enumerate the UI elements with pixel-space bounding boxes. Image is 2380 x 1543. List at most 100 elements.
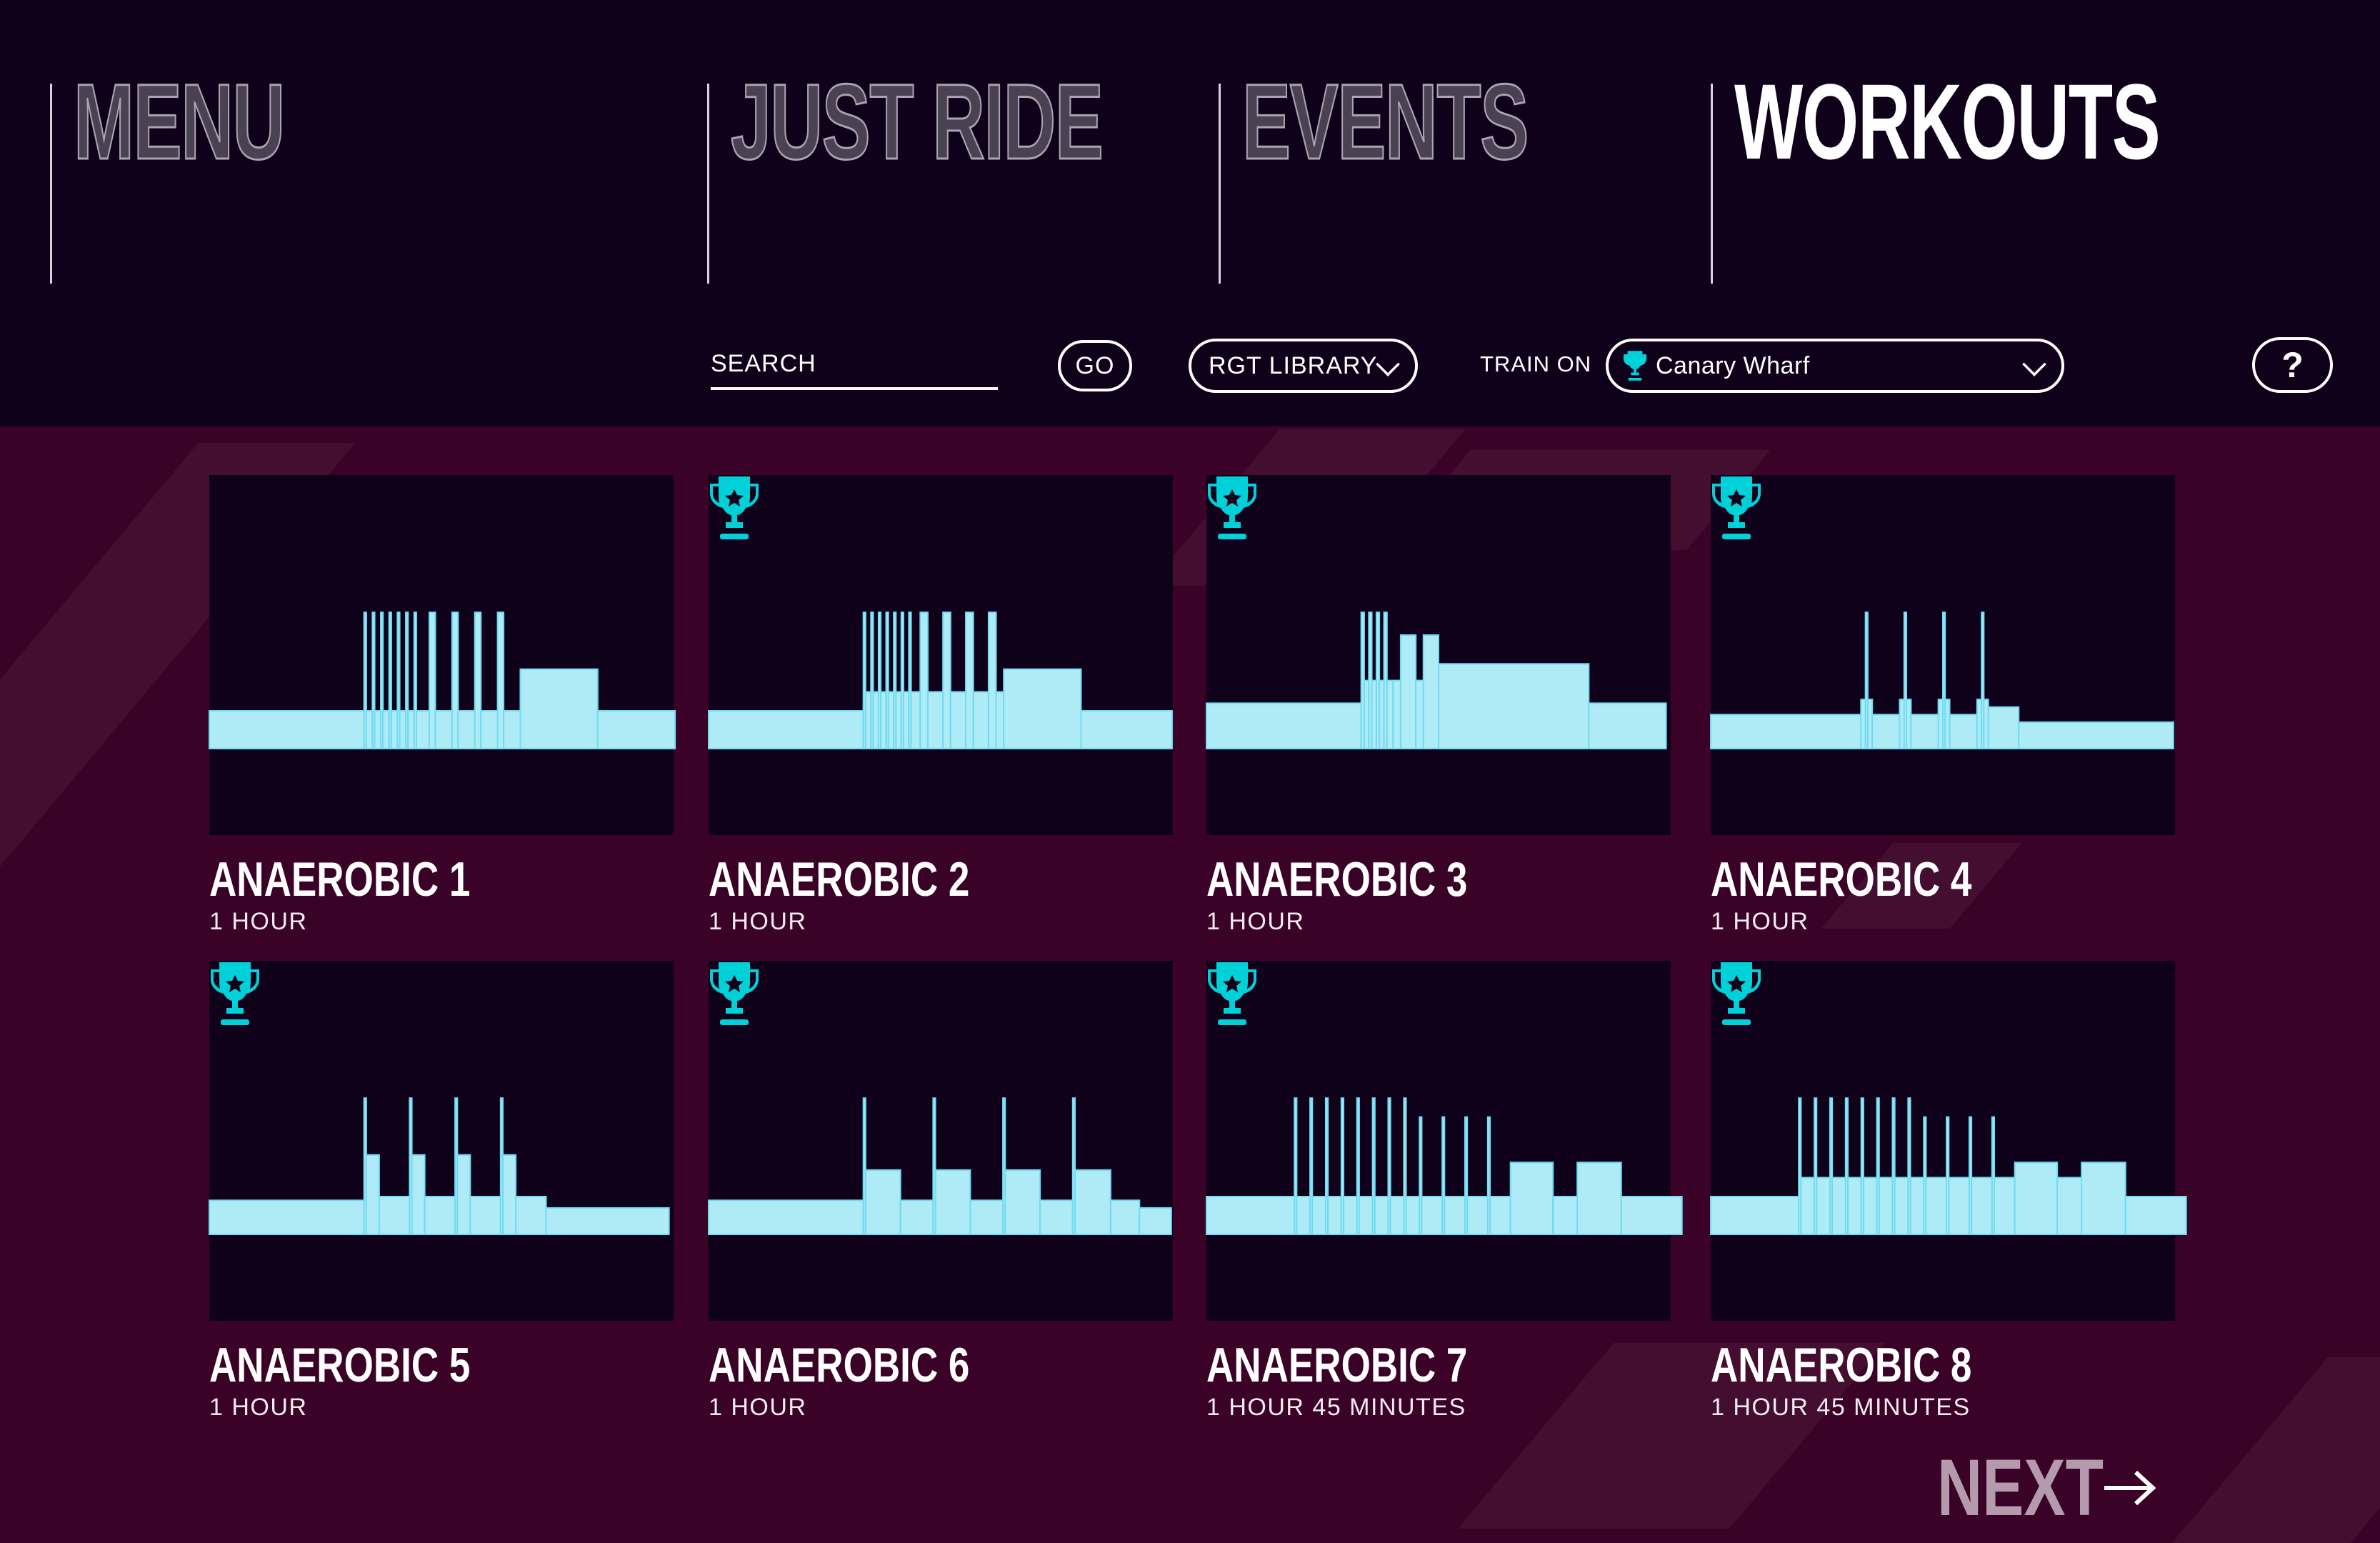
- profile-segment: [887, 691, 895, 749]
- profile-segment: [1871, 714, 1901, 749]
- profile-segment: [365, 1154, 380, 1236]
- search-placeholder: SEARCH: [711, 350, 816, 377]
- profile-segment: [209, 710, 365, 749]
- workout-duration: 1 HOUR: [709, 1394, 807, 1421]
- profile-segment: [388, 611, 392, 749]
- workout-duration: 1 HOUR: [709, 908, 807, 935]
- go-label: GO: [1075, 351, 1115, 379]
- profile-segment: [1814, 1097, 1818, 1235]
- profile-segment: [1909, 1177, 1925, 1235]
- profile-segment: [1862, 1177, 1878, 1235]
- profile-segment: [1296, 1196, 1311, 1235]
- profile-segment: [399, 710, 407, 749]
- trophy-icon: [1208, 476, 1256, 539]
- workout-title: ANAEROBIC 7: [1206, 1338, 1468, 1392]
- search-input[interactable]: SEARCH: [711, 350, 998, 390]
- workout-profile-thumbnail[interactable]: [1710, 961, 2187, 1321]
- workout-profile-thumbnail[interactable]: [708, 961, 1173, 1321]
- profile-segment: [1949, 714, 1978, 749]
- profile-segment: [378, 1196, 411, 1235]
- background-stripe: [2171, 1357, 2380, 1543]
- profile-segment: [1925, 1177, 1948, 1235]
- profile-segment: [1403, 1097, 1407, 1235]
- workout-profile-thumbnail[interactable]: [209, 961, 674, 1321]
- nav-workouts[interactable]: WORKOUTS: [1711, 68, 2161, 284]
- profile-segment: [396, 611, 401, 749]
- profile-segment: [374, 710, 382, 749]
- profile-segment: [2018, 721, 2174, 749]
- train-on-label: TRAIN ON: [1480, 351, 1592, 376]
- profile-segment: [596, 710, 676, 749]
- workout-profile-thumbnail[interactable]: [708, 475, 1173, 835]
- workout-profile-thumbnail[interactable]: [1710, 475, 2175, 835]
- profile-segment: [1438, 663, 1590, 749]
- course-select[interactable]: Canary Wharf: [1606, 339, 2064, 393]
- profile-segment: [1324, 1097, 1329, 1235]
- profile-segment: [365, 710, 374, 749]
- profile-segment: [2014, 1162, 2059, 1235]
- workout-duration: 1 HOUR: [209, 908, 308, 935]
- profile-segment: [1831, 1177, 1846, 1235]
- nav-menu[interactable]: MENU: [50, 67, 286, 284]
- profile-segment: [1878, 1177, 1894, 1235]
- profile-segment: [1509, 1162, 1554, 1235]
- profile-segment: [1800, 1177, 1816, 1235]
- help-button[interactable]: ?: [2252, 337, 2333, 393]
- nav-menu-label[interactable]: MENU: [73, 61, 286, 181]
- profile-segment: [969, 1199, 1004, 1235]
- trophy-icon: [710, 476, 759, 539]
- nav-events[interactable]: EVENTS: [1219, 67, 1529, 284]
- profile-segment: [1419, 1116, 1423, 1235]
- workout-profile-chart: [209, 1097, 670, 1236]
- go-button[interactable]: GO: [1058, 340, 1132, 391]
- profile-segment: [1923, 1116, 1927, 1235]
- profile-segment: [209, 1199, 365, 1235]
- profile-segment: [1844, 1097, 1849, 1235]
- workout-profile-thumbnail[interactable]: [209, 475, 676, 835]
- nav-workouts-label[interactable]: WORKOUTS: [1734, 61, 2161, 181]
- trophy-icon: [1712, 962, 1761, 1025]
- profile-segment: [390, 710, 399, 749]
- next-page-button[interactable]: NEXT: [1937, 1442, 2159, 1534]
- nav-events-label[interactable]: EVENTS: [1241, 61, 1529, 181]
- workout-profile-chart: [1710, 611, 2174, 750]
- workout-title: ANAEROBIC 5: [209, 1338, 471, 1392]
- profile-segment: [1003, 668, 1082, 750]
- profile-segment: [1588, 702, 1667, 749]
- profile-segment: [1071, 1097, 1076, 1235]
- profile-segment: [1415, 679, 1424, 750]
- profile-segment: [1327, 1196, 1342, 1235]
- profile-segment: [1294, 1097, 1298, 1235]
- profile-segment: [382, 710, 390, 749]
- profile-segment: [1356, 1097, 1360, 1235]
- profile-segment: [480, 710, 499, 749]
- nav-just-ride-label[interactable]: JUST RIDE: [730, 61, 1104, 181]
- profile-segment: [371, 611, 376, 749]
- profile-segment: [474, 611, 482, 749]
- profile-segment: [1343, 1196, 1358, 1235]
- profile-segment: [1971, 1177, 1993, 1235]
- profile-segment: [1206, 702, 1362, 749]
- workout-profile-thumbnail[interactable]: [1206, 475, 1671, 835]
- profile-segment: [1948, 1177, 1970, 1235]
- profile-segment: [1486, 1116, 1491, 1235]
- trophy-icon: [1712, 476, 1761, 539]
- profile-segment: [1080, 710, 1173, 749]
- profile-segment: [1876, 1097, 1880, 1235]
- workout-title: ANAEROBIC 1: [209, 852, 471, 907]
- workout-profile-thumbnail[interactable]: [1206, 961, 1683, 1321]
- profile-segment: [424, 1196, 456, 1235]
- help-icon: ?: [2281, 345, 2304, 385]
- profile-segment: [885, 611, 889, 749]
- library-select[interactable]: RGT LIBRARY: [1189, 339, 1418, 393]
- top-navigation: MENU JUST RIDE EVENTS WORKOUTS SEARCH GO…: [0, 0, 2380, 426]
- nav-just-ride[interactable]: JUST RIDE: [707, 67, 1104, 284]
